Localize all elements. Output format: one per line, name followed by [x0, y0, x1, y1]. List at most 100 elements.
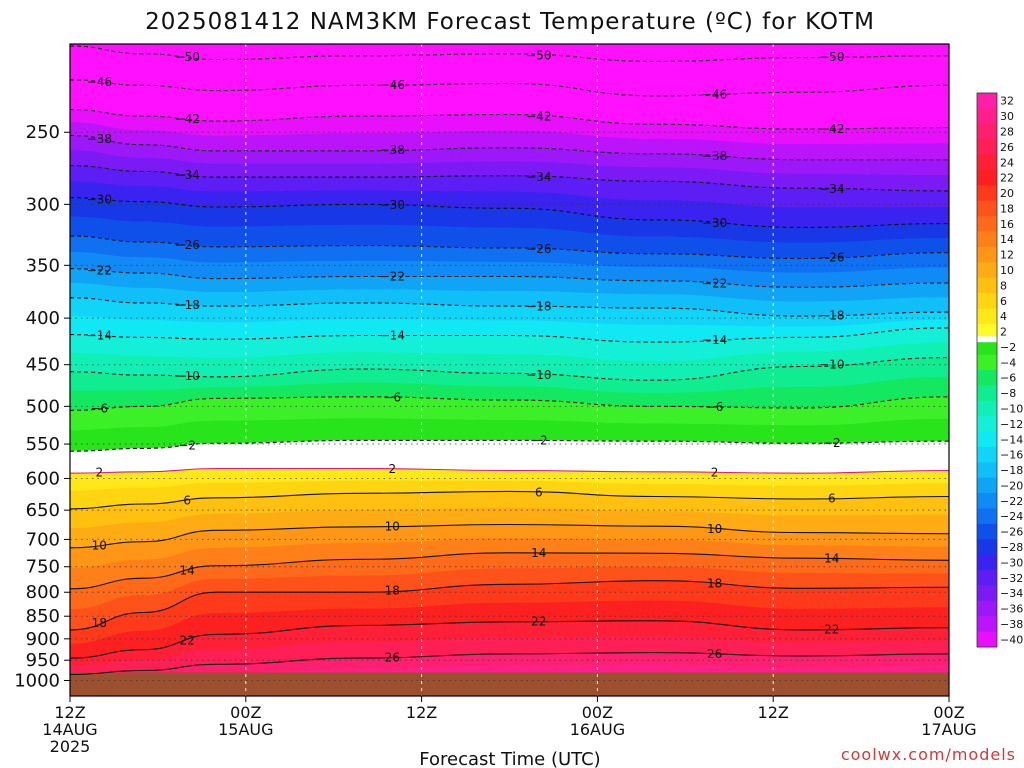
isotherm-line--34	[70, 165, 949, 192]
contour-label-6: 6	[535, 485, 543, 499]
colorbar-swatch-zero	[977, 336, 997, 343]
colorbar-swatch-4	[977, 308, 997, 325]
contour-label--38: −38	[380, 143, 405, 157]
isotherm-line--46	[70, 79, 949, 97]
contour-label--2: −2	[178, 438, 196, 452]
colorbar-label--28: −28	[1000, 541, 1023, 554]
x-tick-label-60-1: 17AUG	[921, 720, 976, 739]
colorbar-swatch-22	[977, 169, 997, 186]
contour-label-10: 10	[385, 519, 400, 533]
colorbar-label-20: 20	[1000, 187, 1014, 200]
colorbar-label--20: −20	[1000, 479, 1023, 492]
isotherm-line--38	[70, 134, 949, 161]
colorbar-label--22: −22	[1000, 495, 1023, 508]
temperature-bands	[70, 44, 949, 696]
contour-label--26: −26	[526, 242, 551, 256]
x-tick-label-0-0: 12Z	[54, 703, 85, 722]
colorbar-swatch-6	[977, 293, 997, 309]
isotherm-line--30	[70, 197, 949, 228]
contour-label--6: −6	[383, 390, 401, 404]
colorbar-swatch-2	[977, 323, 997, 340]
contour-label--34: −34	[819, 182, 844, 196]
contour-label--22: −22	[702, 276, 727, 290]
contour-labels: −50 −50 −50 −46 −46 −46 −42 −42 −42 −38 −38 −38 −34 −…	[87, 48, 845, 664]
contour-label--42: −42	[175, 112, 200, 126]
colorbar-swatch--18	[977, 462, 997, 479]
contour-label--2: −2	[530, 434, 548, 448]
colorbar-label--34: −34	[1000, 587, 1023, 600]
contour-label--38: −38	[87, 132, 112, 146]
contour-label-18: 18	[92, 616, 107, 630]
contour-label--30: −30	[702, 216, 727, 230]
colorbar-label-6: 6	[1000, 295, 1007, 308]
ground-region	[70, 672, 949, 696]
colorbar-label--4: −4	[1000, 356, 1016, 369]
colorbar-label-10: 10	[1000, 264, 1014, 277]
contour-label-2: 2	[388, 462, 396, 476]
colorbar-label-14: 14	[1000, 233, 1014, 246]
x-tick-label-48-0: 12Z	[758, 703, 789, 722]
y-tick-label-800: 800	[26, 582, 60, 603]
y-tick-label-1000: 1000	[14, 670, 60, 691]
colorbar-label--8: −8	[1000, 387, 1016, 400]
colorbar-label-8: 8	[1000, 279, 1007, 292]
y-tick-label-500: 500	[26, 396, 60, 417]
contour-label--6: −6	[706, 400, 724, 414]
contour-label--50: −50	[175, 50, 200, 64]
colorbar-swatch-32	[977, 93, 997, 109]
colorbar-label--14: −14	[1000, 433, 1023, 446]
x-tick-label-60-0: 00Z	[933, 703, 964, 722]
contour-label-18: 18	[707, 577, 722, 591]
colorbar-swatch-10	[977, 262, 997, 279]
x-tick-label-12-1: 15AUG	[218, 720, 273, 739]
y-tick-label-350: 350	[26, 255, 60, 276]
isotherm-line--22	[70, 268, 949, 288]
colorbar-swatch-16	[977, 216, 997, 232]
colorbar-swatch--8	[977, 385, 997, 402]
contour-label--46: −46	[87, 75, 112, 89]
x-tick-label-12-0: 00Z	[230, 703, 261, 722]
contour-label-6: 6	[183, 493, 191, 507]
y-tick-label-950: 950	[26, 650, 60, 671]
isotherm-line-6	[70, 490, 949, 510]
chart-title: 2025081412 NAM3KM Forecast Temperature (…	[145, 9, 875, 35]
contour-label-2: 2	[95, 466, 103, 480]
colorbar-label-12: 12	[1000, 249, 1014, 262]
contour-label--50: −50	[819, 50, 844, 64]
x-tick-label-36-1: 16AUG	[570, 720, 625, 739]
y-tick-label-850: 850	[26, 606, 60, 627]
colorbar-label-18: 18	[1000, 202, 1014, 215]
colorbar: 32 30 28 26 24 22 20 18 16 14 12 10 8 6 4 2 −2 −4 −6 −8 −10 −…	[976, 92, 1023, 648]
contour-label-2: 2	[711, 465, 719, 479]
colorbar-label--26: −26	[1000, 526, 1023, 539]
colorbar-label--38: −38	[1000, 618, 1023, 631]
grid-lines	[70, 44, 949, 696]
colorbar-swatch--6	[977, 370, 997, 386]
colorbar-label-4: 4	[1000, 310, 1007, 323]
colorbar-swatch-14	[977, 231, 997, 248]
colorbar-label--10: −10	[1000, 402, 1023, 415]
y-tick-label-250: 250	[26, 122, 60, 143]
colorbar-label--40: −40	[1000, 633, 1023, 646]
colorbar-swatch--20	[977, 477, 997, 494]
contour-label--30: −30	[87, 192, 112, 206]
colorbar-label-32: 32	[1000, 95, 1014, 108]
contour-label-22: 22	[531, 615, 546, 629]
colorbar-swatch--36	[977, 600, 997, 617]
colorbar-label-22: 22	[1000, 172, 1014, 185]
colorbar-swatch--4	[977, 354, 997, 371]
y-tick-label-650: 650	[26, 500, 60, 521]
colorbar-label--6: −6	[1000, 372, 1016, 385]
colorbar-label-26: 26	[1000, 141, 1014, 154]
contour-label--34: −34	[526, 170, 551, 184]
contour-label-10: 10	[92, 538, 107, 552]
colorbar-swatch--12	[977, 416, 997, 433]
colorbar-swatch--32	[977, 570, 997, 586]
colorbar-swatch--28	[977, 539, 997, 556]
colorbar-label--36: −36	[1000, 603, 1023, 616]
colorbar-swatch-18	[977, 200, 997, 217]
colorbar-label-30: 30	[1000, 110, 1014, 123]
colorbar-swatch--24	[977, 508, 997, 525]
